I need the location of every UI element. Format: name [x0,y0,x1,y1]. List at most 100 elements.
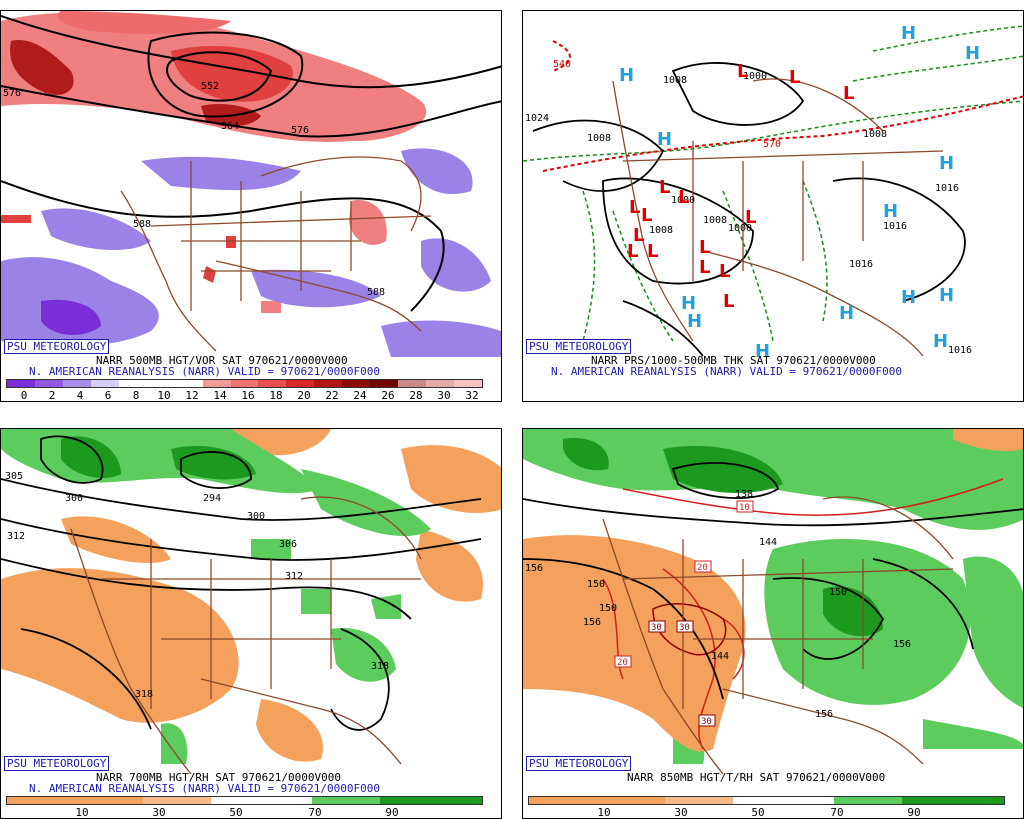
tick: 28 [409,389,423,402]
height-label: 312 [285,571,303,582]
isobar-label: 1016 [849,259,873,270]
map-500mb: 552 564 576 588 588 576 [1,11,501,357]
isobar-label: 1008 [663,75,687,86]
high-pressure-marker: H [939,153,954,174]
map-700mb: 300 294 300 306 312 318 318 312 305 [1,429,501,774]
height-label: 156 [525,563,543,574]
svg-text:588: 588 [133,219,151,230]
caption-valid: N. AMERICAN REANALYSIS (NARR) VALID = 97… [551,365,902,378]
svg-text:576: 576 [291,125,309,136]
tick: 16 [241,389,255,402]
tick: 14 [213,389,227,402]
high-pressure-marker: H [657,129,672,150]
map-pressure: 1024 1008 1000 1008 1000 1008 1016 1016 … [523,11,1023,381]
low-markers: L L L L L L L L L L L L L L L [627,61,854,312]
map-850mb: 138 144 150 150 144 156 156 156 150 156 … [523,429,1023,774]
low-pressure-marker: L [699,237,710,258]
low-pressure-marker: L [723,291,734,312]
low-pressure-marker: L [789,67,800,88]
temperature-label: 30 [651,623,662,633]
tick: 12 [185,389,199,402]
tick: 26 [381,389,395,402]
colorbar-ticks: 10 30 50 70 90 [6,806,483,819]
panel-500mb-vorticity: 552 564 576 588 588 576 PSU METEOROLOGY … [0,10,502,402]
caption-valid: N. AMERICAN REANALYSIS (NARR) VALID = 97… [29,365,380,378]
height-label: 144 [711,651,729,662]
height-label: 300 [65,493,83,504]
caption-title: NARR 700MB HGT/RH SAT 970621/0000V000 [96,771,342,784]
isobar-label: 1008 [863,129,887,140]
colorbar-ticks: 0 2 4 6 8 10 12 14 16 18 20 22 24 26 28 … [6,389,483,402]
rh-colorbar [6,796,483,805]
tick: 50 [229,806,243,819]
height-label: 150 [829,587,847,598]
isobar-label: 1024 [525,113,549,124]
height-label: 294 [203,493,221,504]
height-label: 156 [815,709,833,720]
height-label: 318 [135,689,153,700]
isobar-label: 1008 [649,225,673,236]
low-pressure-marker: L [641,205,652,226]
high-pressure-marker: H [687,311,702,332]
isobar-label: 1016 [948,345,972,356]
tick: 24 [353,389,367,402]
high-pressure-marker: H [839,303,854,324]
isobar-label: 1016 [935,183,959,194]
low-pressure-marker: L [719,261,730,282]
tick: 32 [465,389,479,402]
psu-meteorology-badge: PSU METEOROLOGY [526,756,632,771]
high-pressure-marker: H [939,285,954,306]
high-pressure-marker: H [901,287,916,308]
high-markers: H H H H H H H H H H H H H [619,23,980,362]
svg-text:576: 576 [3,88,21,99]
height-label: 306 [279,539,297,550]
isobar-label: 1008 [703,215,727,226]
tick: 20 [297,389,311,402]
isobar-label: 1000 [728,223,752,234]
tick: 8 [132,389,140,402]
colorbar-ticks: 10 30 50 70 90 [528,806,1005,819]
svg-text:588: 588 [367,287,385,298]
low-pressure-marker: L [647,241,658,262]
low-pressure-marker: L [745,207,756,228]
high-pressure-marker: H [901,23,916,44]
rh-colorbar [528,796,1005,805]
isobar-label: 1000 [743,71,767,82]
tick: 50 [751,806,765,819]
tick: 18 [269,389,283,402]
temperature-label: 10 [739,503,750,513]
temperature-label: 20 [617,658,628,668]
tick: 4 [76,389,84,402]
high-pressure-marker: H [619,65,634,86]
isobar-label: 1016 [883,221,907,232]
low-pressure-marker: L [629,197,640,218]
height-label: 300 [247,511,265,522]
tick: 6 [104,389,112,402]
low-pressure-marker: L [737,61,748,82]
tick: 10 [597,806,611,819]
panel-700mb-rh: 300 294 300 306 312 318 318 312 305 PSU … [0,428,502,819]
high-pressure-marker: H [755,341,770,362]
high-pressure-marker: H [965,43,980,64]
height-label: 318 [371,661,389,672]
height-label: 150 [599,603,617,614]
caption-title: NARR 850MB HGT/T/RH SAT 970621/0000V000 [627,771,886,784]
caption-title: NARR 500MB HGT/VOR SAT 970621/0000V000 [96,354,348,367]
tick: 10 [75,806,89,819]
low-pressure-marker: L [627,241,638,262]
svg-text:552: 552 [201,81,219,92]
low-pressure-marker: L [843,83,854,104]
svg-text:564: 564 [221,121,239,132]
tick: 90 [385,806,399,819]
tick: 22 [325,389,339,402]
low-pressure-marker: L [699,257,710,278]
tick: 30 [152,806,166,819]
isobar-label: 1008 [587,133,611,144]
psu-meteorology-badge: PSU METEOROLOGY [526,339,632,354]
temperature-label: 20 [697,563,708,573]
high-pressure-marker: H [681,293,696,314]
tick: 30 [674,806,688,819]
temperature-label: 30 [701,717,712,727]
thickness-label: 570 [763,139,781,150]
height-label: 144 [759,537,777,548]
